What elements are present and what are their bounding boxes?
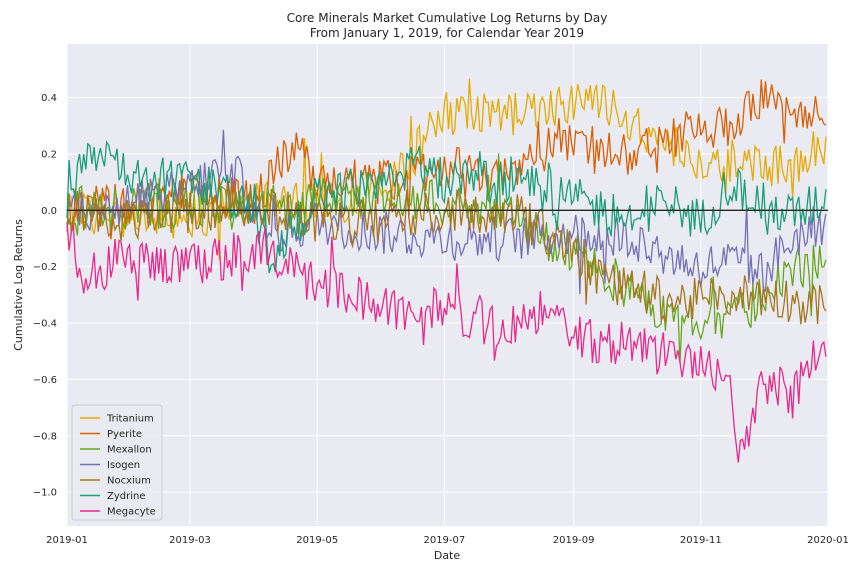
y-tick-label: 0.4: [41, 93, 57, 104]
y-axis-label: Cumulative Log Returns: [12, 219, 25, 351]
legend-label: Mexallon: [107, 445, 152, 456]
legend-label: Tritanium: [106, 414, 154, 425]
x-tick-label: 2019-09: [553, 535, 595, 546]
y-tick-label: −0.8: [33, 431, 57, 442]
x-tick-label: 2019-05: [296, 535, 338, 546]
x-axis-label: Date: [434, 549, 461, 562]
legend-label: Pyerite: [107, 429, 142, 440]
legend-label: Nocxium: [107, 476, 151, 487]
legend: Tritanium Pyerite Mexallon Isogen Nocxium Zyd…: [71, 404, 163, 521]
y-tick-label: 0.2: [41, 149, 57, 160]
series-layer: [66, 78, 828, 463]
y-tick-label: −0.2: [33, 262, 57, 273]
chart-title: Core Minerals Market Cumulative Log Retu…: [287, 11, 608, 25]
legend-label: Zydrine: [107, 491, 146, 502]
series-line-zydrine: [66, 140, 827, 274]
legend-label: Megacyte: [107, 507, 156, 518]
x-tick-label: 2019-11: [680, 535, 722, 546]
x-tick-label: 2019-03: [169, 535, 211, 546]
series-line-megacyte: [66, 222, 827, 463]
y-tick-label: −0.6: [33, 375, 57, 386]
y-tick-label: −0.4: [33, 319, 57, 330]
tick-labels: 0.4 0.2 0.0 −0.2 −0.4 −0.6 −0.8 −1.0 2019-01 2019…: [33, 93, 849, 546]
chart-subtitle: From January 1, 2019, for Calendar Year …: [310, 26, 584, 40]
x-tick-label: 2019-07: [423, 535, 465, 546]
legend-label: Isogen: [107, 460, 140, 471]
x-tick-label: 2020-01: [807, 535, 849, 546]
x-tick-label: 2019-01: [46, 535, 88, 546]
y-tick-label: −1.0: [33, 488, 57, 499]
series-line-nocxium: [66, 170, 827, 325]
y-tick-label: 0.0: [41, 206, 57, 217]
